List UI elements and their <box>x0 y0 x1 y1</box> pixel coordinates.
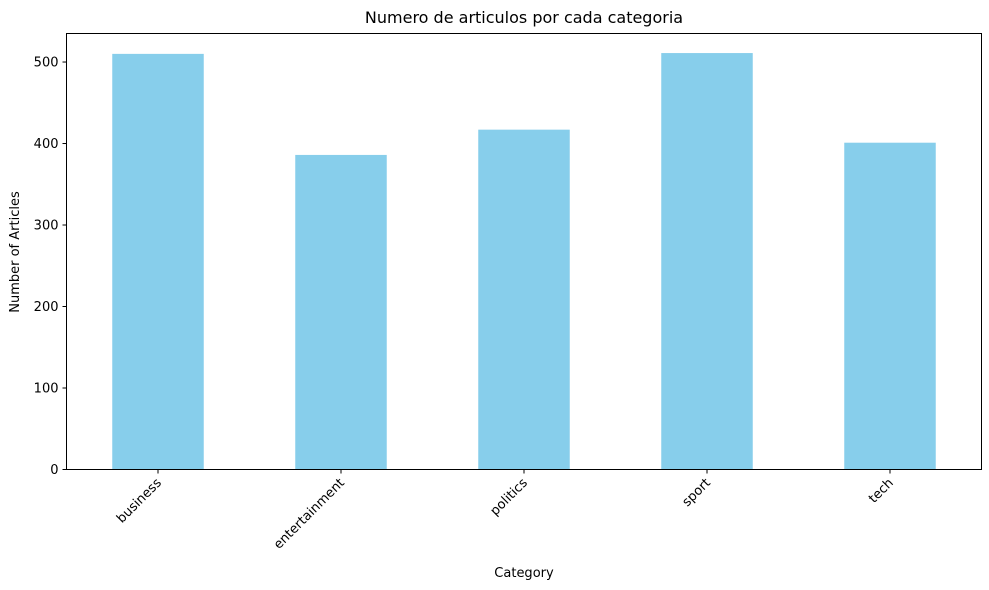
plot-frame <box>66 33 982 470</box>
y-tick-label: 0 <box>50 463 58 478</box>
bar-entertainment <box>295 154 387 470</box>
y-tick-label: 500 <box>34 56 59 71</box>
y-tick-label: 300 <box>34 219 59 234</box>
bar-sport <box>661 53 753 470</box>
bar-tech <box>844 142 936 470</box>
chart-title: Numero de articulos por cada categoria <box>365 8 683 27</box>
x-axis-label: Category <box>494 566 554 581</box>
y-axis-label: Number of Articles <box>8 191 23 313</box>
y-tick-label: 400 <box>34 137 59 152</box>
y-tick-label: 200 <box>34 300 59 315</box>
bar-business <box>112 53 204 470</box>
y-tick-label: 100 <box>34 382 59 397</box>
bar-politics <box>478 129 570 470</box>
y-axis: 0 100 200 300 400 500 <box>34 56 67 478</box>
bars-layer <box>112 53 936 470</box>
